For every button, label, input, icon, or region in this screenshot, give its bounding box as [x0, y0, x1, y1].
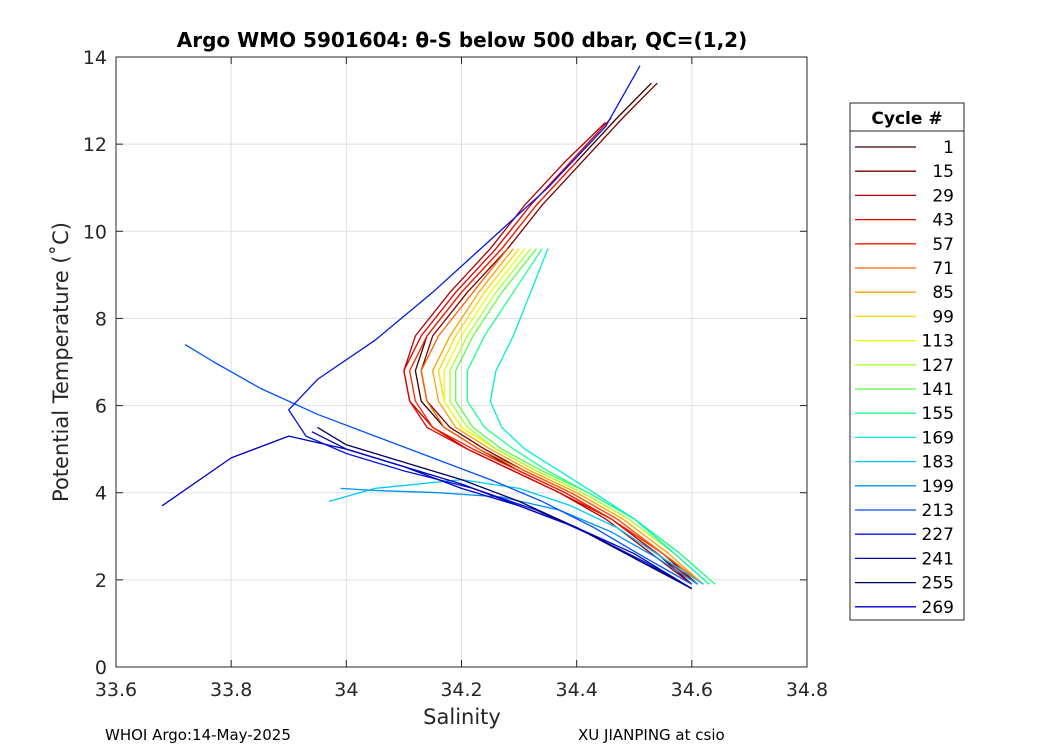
y-tick-label: 12 — [83, 134, 107, 156]
y-tick-label: 0 — [95, 657, 107, 679]
legend-label: 1 — [943, 138, 954, 158]
legend-label: 213 — [922, 501, 954, 521]
grid — [115, 56, 808, 668]
series-line-cycle-85 — [432, 248, 704, 585]
legend-label: 71 — [932, 259, 954, 279]
series-line-cycle-127 — [449, 248, 710, 585]
y-tick-label: 4 — [95, 483, 107, 505]
legend-title: Cycle # — [871, 109, 942, 129]
footer-right: XU JIANPING at csio — [578, 726, 725, 744]
legend-label: 85 — [932, 283, 954, 303]
legend-label: 169 — [922, 428, 954, 448]
x-tick-label: 34.6 — [671, 679, 713, 701]
axes: 33.6 33.8 34 34.2 34.4 34.6 34.8 0 2 4 6 8 10 12 14 — [83, 47, 828, 701]
x-tick-label: 33.8 — [210, 679, 252, 701]
series-line-cycle-269 — [161, 435, 693, 590]
legend-label: 29 — [932, 186, 954, 206]
series-line-cycle-57 — [409, 161, 704, 585]
legend-label: 127 — [922, 356, 954, 376]
legend-label: 15 — [932, 162, 954, 182]
x-axis-label: Salinity — [423, 705, 501, 729]
x-tick-label: 34.4 — [556, 679, 598, 701]
x-tick-label: 34.8 — [786, 679, 828, 701]
series-line-cycle-183 — [328, 478, 704, 585]
series-line-cycle-199 — [340, 487, 698, 585]
chart-title: Argo WMO 5901604: θ-S below 500 dbar, QC… — [177, 28, 747, 52]
series-line-cycle-71 — [420, 248, 704, 585]
x-tick-label: 34 — [334, 679, 358, 701]
x-tick-label: 34.2 — [440, 679, 482, 701]
legend-label: 155 — [922, 404, 954, 424]
legend-label: 241 — [922, 549, 954, 569]
series-line-cycle-169 — [489, 248, 710, 585]
y-tick-label: 14 — [83, 47, 107, 69]
y-tick-label: 6 — [95, 396, 107, 418]
legend-label: 183 — [922, 453, 954, 473]
legend-entries: 1 15 29 43 57 71 85 99 113 127 141 155 169 183 199 213 2… — [855, 138, 954, 618]
footer-left: WHOI Argo:14-May-2025 — [105, 726, 291, 744]
legend-label: 269 — [922, 598, 954, 618]
y-tick-label: 10 — [83, 221, 107, 243]
legend-label: 141 — [922, 380, 954, 400]
series-line-cycle-255 — [317, 426, 693, 590]
legend-label: 43 — [932, 211, 954, 231]
series-line-cycle-43 — [403, 117, 698, 585]
legend-label: 57 — [932, 235, 954, 255]
x-tick-label: 33.6 — [95, 679, 137, 701]
legend-label: 255 — [922, 574, 954, 594]
legend-label: 99 — [932, 307, 954, 327]
plot-frame — [115, 56, 808, 668]
legend: Cycle # 1 15 29 43 57 71 85 99 113 127 141 155 169 18… — [849, 102, 965, 621]
legend-label: 113 — [922, 332, 954, 352]
y-axis-label: Potential Temperature (˚C) — [49, 222, 73, 502]
legend-label: 227 — [922, 525, 954, 545]
legend-label: 199 — [922, 477, 954, 497]
series-line-cycle-213 — [184, 344, 693, 585]
data-series — [161, 65, 716, 590]
y-tick-label: 8 — [95, 308, 107, 330]
y-tick-label: 2 — [95, 570, 107, 592]
